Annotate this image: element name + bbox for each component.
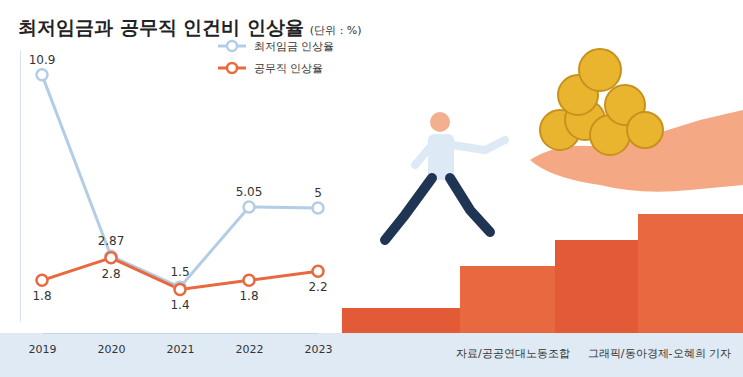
legend: 최저임금 인상율공무직 인상율 — [218, 40, 335, 75]
series-point — [175, 284, 186, 295]
data-labels: 10.9 2.87 1.5 5.05 5 1.8 2.8 1.4 1.8 2.2 — [29, 53, 328, 313]
data-label: 2.2 — [308, 280, 327, 294]
x-tick-label: 2021 — [167, 343, 195, 356]
source: 자료/공공연대노동조합 — [456, 347, 570, 360]
data-label: 1.5 — [170, 265, 189, 279]
hand — [530, 110, 743, 192]
series-point — [313, 266, 324, 277]
x-tick-label: 2020 — [98, 343, 126, 356]
stair-step — [638, 214, 743, 333]
x-tick-label: 2019 — [29, 343, 57, 356]
x-tick-label: 2023 — [305, 343, 333, 356]
legend-item: 공무직 인상율 — [218, 62, 324, 75]
x-tick: 2022 — [236, 333, 264, 356]
series-point — [37, 275, 48, 286]
series-point — [244, 201, 255, 212]
coin — [627, 112, 663, 148]
legend-marker — [227, 41, 237, 51]
data-label: 2.87 — [98, 234, 125, 248]
data-label: 2.8 — [101, 267, 120, 281]
credit: 그래픽/동아경제-오혜희 기자 — [588, 347, 731, 360]
data-label: 5.05 — [236, 185, 263, 199]
series-point — [244, 275, 255, 286]
bottom-band — [0, 333, 743, 377]
data-label: 1.8 — [32, 289, 51, 303]
data-label: 5 — [314, 186, 322, 200]
x-axis-line — [43, 333, 319, 334]
x-tick: 2019 — [29, 333, 57, 356]
legend-item: 최저임금 인상율 — [218, 40, 335, 53]
series-point — [106, 252, 117, 263]
illustration — [342, 49, 743, 333]
subtitle: (단위 : %) — [310, 24, 362, 37]
plot — [37, 69, 324, 295]
x-tick: 2020 — [98, 333, 126, 356]
person-legs — [385, 178, 490, 240]
x-tick-label: 2022 — [236, 343, 264, 356]
person-arms — [415, 140, 505, 165]
y-axis-line — [20, 51, 21, 322]
series-line — [42, 75, 318, 287]
chart: 최저임금과 공무직 인건비 인상율 (단위 : %) 2019 2020 2021 202… — [0, 0, 743, 377]
title: 최저임금과 공무직 인건비 인상율 — [18, 16, 304, 38]
legend-label: 공무직 인상율 — [254, 62, 324, 75]
x-axis: 2019 2020 2021 2022 2023 — [29, 333, 333, 356]
coin — [579, 49, 621, 91]
y-axis — [20, 51, 21, 322]
data-label: 1.4 — [170, 298, 189, 312]
data-label: 1.8 — [239, 289, 258, 303]
x-tick: 2023 — [305, 333, 333, 356]
x-tick: 2021 — [167, 333, 195, 356]
legend-marker — [227, 63, 237, 73]
legend-label: 최저임금 인상율 — [254, 40, 335, 53]
data-label: 10.9 — [29, 53, 56, 67]
series-point — [313, 203, 324, 214]
series-point — [37, 69, 48, 80]
person-head — [430, 112, 450, 132]
